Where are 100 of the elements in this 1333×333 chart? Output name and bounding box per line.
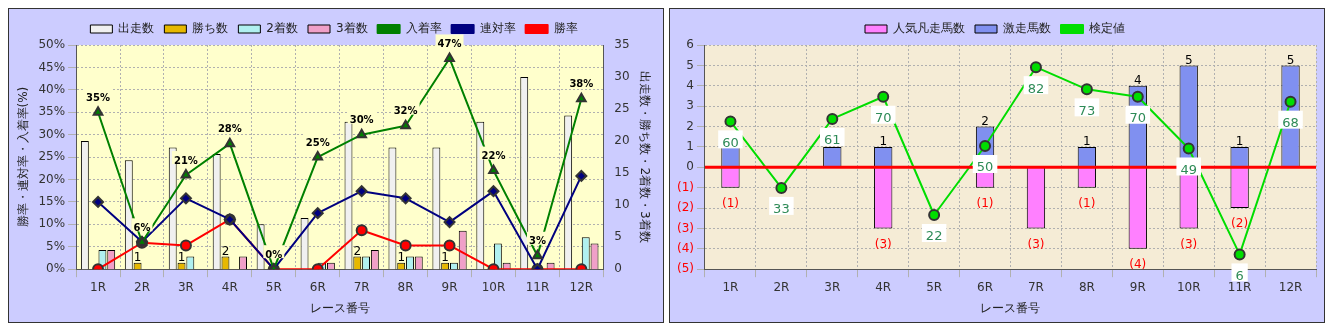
data-label: 1	[397, 249, 406, 264]
data-label: 1	[177, 249, 186, 264]
y-axis-title: 勝率・連対率・入着率(%)	[16, 86, 31, 228]
y-tick-label: 5%	[46, 238, 66, 253]
x-tick-label: 5R	[926, 279, 943, 294]
x-tick-label: 10R	[481, 279, 506, 294]
legend-label: 入着率	[405, 21, 442, 36]
x-tick-label: 2R	[133, 279, 150, 294]
y-tick-label: 4	[686, 77, 694, 92]
data-label: 61	[824, 132, 841, 148]
data-label: 25%	[305, 136, 330, 148]
data-label: 5	[1184, 52, 1193, 67]
legend-label: 連対率	[479, 21, 516, 36]
data-label: 22%	[481, 150, 506, 162]
x-tick-label: 9R	[1129, 279, 1146, 294]
x-tick-label: 3R	[177, 279, 194, 294]
x-tick-label: 9R	[441, 279, 458, 294]
data-label: 73	[1078, 102, 1096, 118]
data-label: (3)	[1180, 236, 1198, 251]
x-tick-label: 11R	[525, 279, 550, 294]
x-tick-label: 6R	[977, 279, 994, 294]
x-axis-title: レース番号	[980, 300, 1041, 315]
legend-label: 検定値	[1089, 21, 1125, 36]
y-tick-label: (1)	[677, 179, 694, 194]
data-label: 2	[353, 243, 362, 258]
x-tick-label: 12R	[1278, 279, 1303, 294]
data-label: (2)	[1231, 216, 1249, 231]
data-label: 38%	[569, 78, 594, 90]
y-tick-label: 25%	[38, 149, 66, 164]
y-tick-label: 50%	[38, 37, 66, 52]
y-tick-label: 30%	[38, 126, 66, 141]
data-label: 21%	[173, 154, 198, 166]
x-tick-label: 2R	[773, 279, 790, 294]
data-label: 32%	[393, 105, 418, 117]
data-label: 1	[1083, 134, 1091, 149]
data-label: 5	[1286, 52, 1295, 67]
data-label: 3%	[528, 235, 546, 247]
y-tick-label: (4)	[677, 240, 694, 255]
x-tick-label: 6R	[309, 279, 326, 294]
data-label: (4)	[1129, 256, 1147, 271]
x-tick-label: 4R	[221, 279, 238, 294]
data-label: 2	[981, 113, 989, 128]
legend-label: 3着数	[336, 21, 368, 36]
data-label: 33	[773, 201, 790, 217]
y-tick-label: 20%	[38, 171, 66, 186]
y2-tick-label: 30	[614, 69, 630, 84]
y-tick-label: 10%	[38, 216, 66, 231]
data-label: (3)	[874, 236, 892, 251]
data-label: (1)	[721, 195, 739, 210]
y-tick-label: 0	[686, 159, 694, 174]
data-label: 60	[722, 134, 739, 150]
data-label: 47%	[437, 38, 462, 50]
data-label: 0%	[265, 248, 283, 260]
x-tick-label: 8R	[1078, 279, 1095, 294]
legend-label: 人気凡走馬数	[893, 21, 965, 36]
y2-tick-label: 10	[614, 197, 630, 212]
legend-label: 激走馬数	[1003, 21, 1051, 36]
x-tick-label: 7R	[1027, 279, 1044, 294]
y-tick-label: 1	[686, 139, 694, 154]
y2-tick-label: 25	[614, 101, 630, 116]
data-label: 70	[1129, 110, 1147, 126]
data-label: 82	[1027, 80, 1045, 96]
data-label: 50	[976, 159, 994, 175]
y-tick-label: (2)	[677, 200, 694, 215]
x-tick-label: 1R	[722, 279, 739, 294]
data-label: 30%	[349, 114, 374, 126]
y2-tick-label: 15	[614, 165, 630, 180]
y2-tick-label: 0	[614, 261, 622, 276]
x-tick-label: 5R	[265, 279, 282, 294]
data-label: 70	[874, 110, 892, 126]
y-tick-label: 2	[686, 118, 694, 133]
y-tick-label: 6	[686, 37, 694, 52]
data-label: 28%	[217, 123, 242, 135]
y-tick-label: 5	[686, 57, 694, 72]
data-label: 1	[1235, 134, 1244, 149]
x-tick-label: 1R	[90, 279, 107, 294]
data-label: (1)	[1078, 195, 1096, 210]
y-tick-label: 3	[686, 98, 694, 113]
data-label: 68	[1282, 115, 1299, 131]
y-tick-label: 0%	[46, 261, 66, 276]
data-label: 1	[133, 249, 142, 264]
legend-label: 2着数	[266, 21, 299, 36]
x-axis-title: レース番号	[309, 300, 370, 315]
data-label: 22	[925, 228, 943, 244]
legend-label: 勝率	[553, 21, 578, 36]
y-tick-label: 15%	[38, 194, 66, 209]
y2-tick-label: 20	[614, 133, 630, 148]
y-tick-label: (5)	[677, 261, 694, 276]
data-label: 1	[441, 249, 449, 264]
data-label: 49	[1180, 161, 1197, 177]
y2-axis-title: 出走数・勝ち数・2着数・3着数	[637, 71, 652, 243]
x-tick-label: 3R	[824, 279, 841, 294]
y2-tick-label: 35	[614, 37, 630, 52]
data-label: 35%	[86, 91, 111, 103]
data-label: 6%	[133, 221, 151, 233]
x-tick-label: 10R	[1176, 279, 1201, 294]
y2-tick-label: 5	[614, 229, 622, 244]
x-tick-label: 8R	[397, 279, 414, 294]
data-label: 1	[879, 134, 888, 149]
data-label: 4	[1133, 72, 1142, 87]
